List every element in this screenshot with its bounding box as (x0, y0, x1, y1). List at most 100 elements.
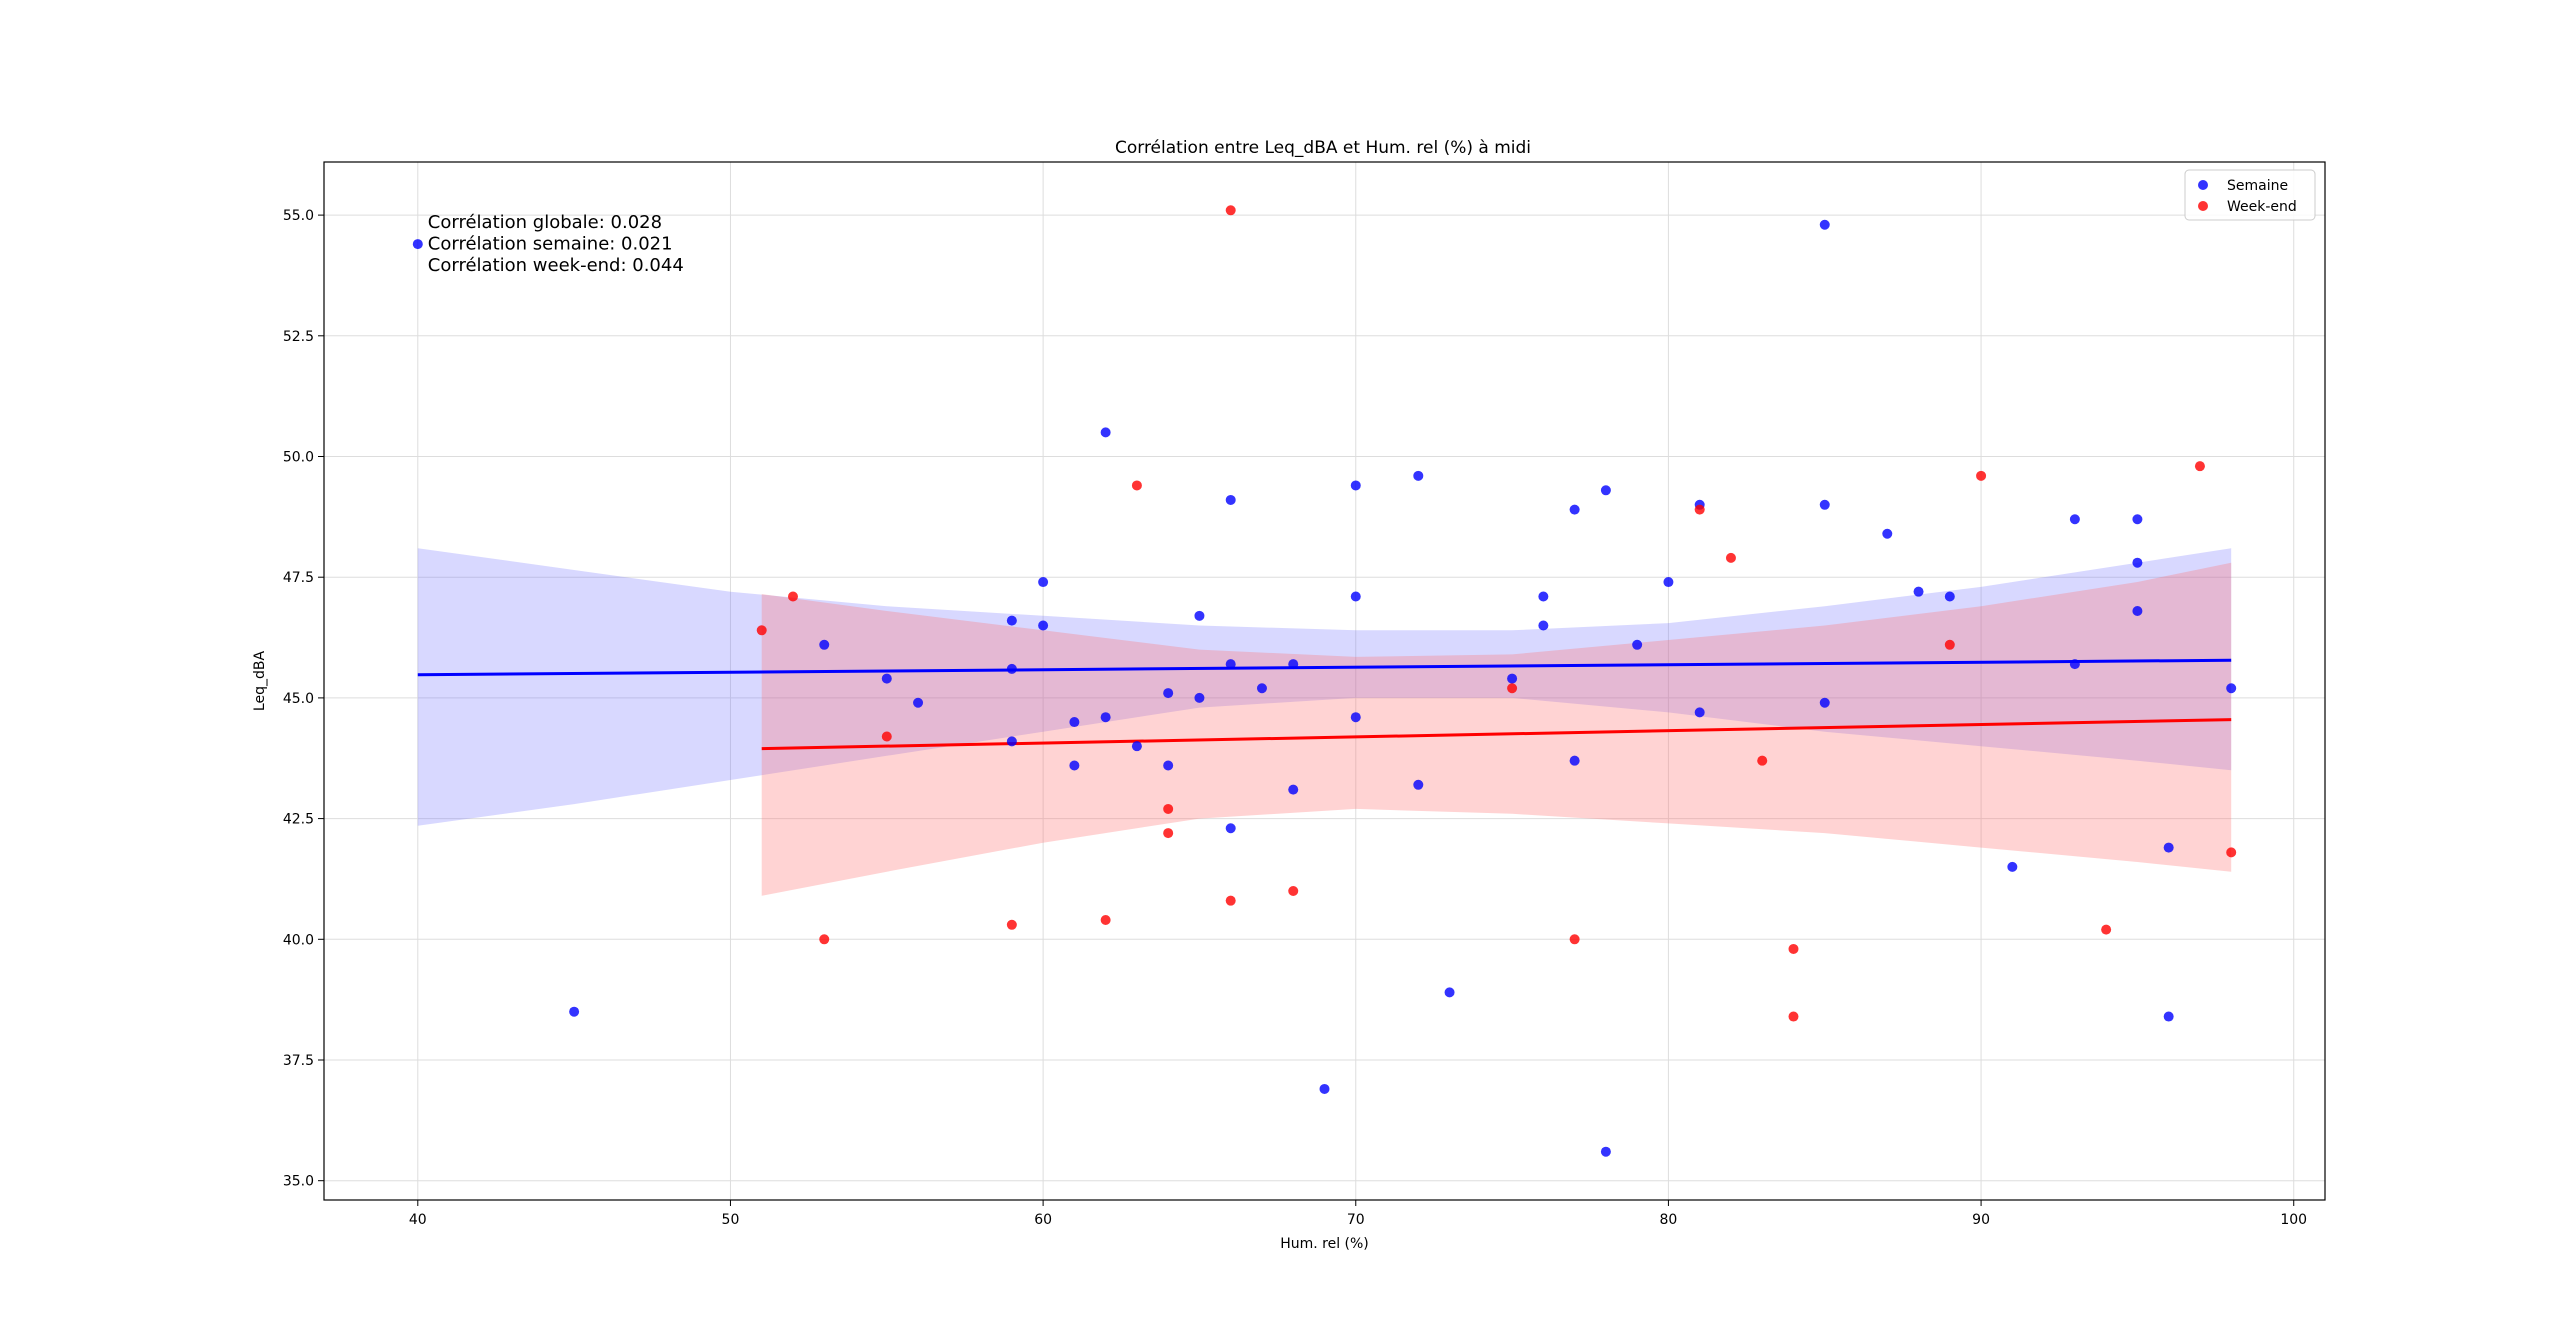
data-point (1507, 683, 1518, 694)
y-tick-label: 42.5 (283, 812, 314, 828)
y-tick-label: 50.0 (283, 450, 314, 466)
data-point (1819, 499, 1830, 510)
data-point (1413, 779, 1424, 790)
data-point (1319, 1083, 1330, 1094)
data-point (1882, 528, 1893, 539)
plot-frame (323, 161, 2326, 1201)
y-tick-label: 37.5 (283, 1053, 314, 1069)
data-point (881, 673, 892, 684)
data-point (2101, 924, 2112, 935)
data-point (2069, 514, 2080, 525)
x-tick-label: 80 (1660, 1212, 1678, 1228)
regression-line (417, 658, 2232, 677)
data-point (756, 625, 767, 636)
legend-box (2184, 169, 2316, 221)
legend: Semaine Week-end (2184, 169, 2316, 221)
data-point (1038, 577, 1049, 588)
data-point (1225, 205, 1236, 216)
data-point (1350, 591, 1361, 602)
data-point (1225, 494, 1236, 505)
data-point (1350, 712, 1361, 723)
data-point (1006, 736, 1017, 747)
data-point (1819, 219, 1830, 230)
legend-label: Semaine (2227, 178, 2288, 194)
y-tick-label: 52.5 (283, 329, 314, 345)
data-point (2132, 514, 2143, 525)
data-point (913, 697, 924, 708)
data-point (1131, 741, 1142, 752)
data-point (412, 239, 423, 250)
y-tick-label: 40.0 (283, 932, 314, 948)
data-point (569, 1006, 580, 1017)
data-point (881, 731, 892, 742)
data-point (1100, 914, 1111, 925)
data-point (1163, 803, 1174, 814)
regression-line (761, 718, 2232, 751)
confidence-bands (417, 548, 2232, 896)
x-tick-label: 40 (409, 1212, 427, 1228)
data-point (1288, 659, 1299, 670)
grid-lines (324, 162, 2325, 1200)
data-point (1100, 427, 1111, 438)
data-point (2163, 842, 2174, 853)
data-point (1006, 919, 1017, 930)
data-point (1600, 1146, 1611, 1157)
data-point (1569, 934, 1580, 945)
data-point (2007, 861, 2018, 872)
regression-lines (417, 658, 2232, 751)
data-point (1694, 707, 1705, 718)
data-point (1569, 504, 1580, 515)
data-point (1256, 683, 1267, 694)
legend-label: Week-end (2227, 199, 2297, 215)
data-points (412, 205, 2237, 1157)
data-point (1913, 586, 1924, 597)
data-point (1194, 610, 1205, 621)
x-tick-label: 70 (1347, 1212, 1365, 1228)
data-point (1788, 943, 1799, 954)
data-point (2069, 659, 2080, 670)
data-point (2226, 683, 2237, 694)
legend-marker (2198, 180, 2208, 190)
confidence-band (417, 548, 2232, 826)
data-point (1788, 1011, 1799, 1022)
y-tick-label: 45.0 (283, 691, 314, 707)
x-axis-label: Hum. rel (%) (1280, 1236, 1369, 1252)
data-point (1413, 470, 1424, 481)
data-point (1163, 760, 1174, 771)
data-point (1163, 688, 1174, 699)
data-point (1100, 712, 1111, 723)
data-point (2194, 461, 2205, 472)
data-point (1069, 717, 1080, 728)
data-point (1600, 485, 1611, 496)
data-point (1944, 639, 1955, 650)
correlation-annotation: Corrélation week-end: 0.044 (428, 255, 684, 276)
x-tick-label: 100 (2280, 1212, 2307, 1228)
data-point (819, 639, 830, 650)
legend-marker (2198, 201, 2208, 211)
data-point (2226, 847, 2237, 858)
data-point (1694, 504, 1705, 515)
data-point (1632, 639, 1643, 650)
x-tick-label: 50 (722, 1212, 740, 1228)
data-point (1131, 480, 1142, 491)
data-point (1757, 755, 1768, 766)
y-tick-label: 47.5 (283, 570, 314, 586)
data-point (1350, 480, 1361, 491)
correlation-annotation: Corrélation semaine: 0.021 (428, 234, 673, 255)
data-point (1194, 692, 1205, 703)
data-point (1288, 784, 1299, 795)
data-point (819, 934, 830, 945)
y-tick-label: 35.0 (283, 1174, 314, 1190)
data-point (1819, 697, 1830, 708)
data-point (787, 591, 798, 602)
data-point (1225, 823, 1236, 834)
y-tick-label: 55.0 (283, 208, 314, 224)
data-point (1507, 673, 1518, 684)
data-point (1069, 760, 1080, 771)
x-tick-label: 60 (1034, 1212, 1052, 1228)
data-point (1538, 591, 1549, 602)
chart-title: Corrélation entre Leq_dBA et Hum. rel (%… (1115, 138, 1531, 158)
data-point (2132, 605, 2143, 616)
data-point (1288, 886, 1299, 897)
